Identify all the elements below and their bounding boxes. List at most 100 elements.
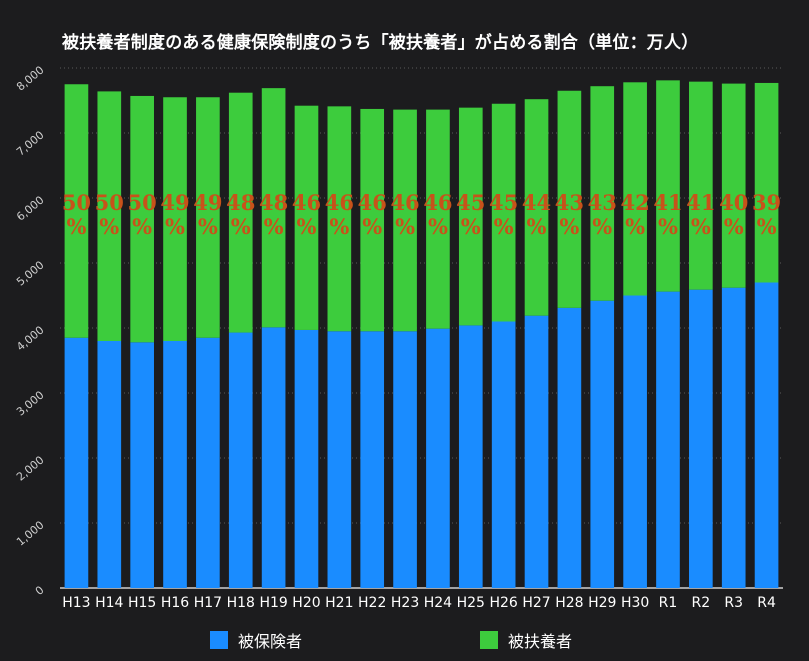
x-tick-label: H13 — [62, 595, 90, 611]
x-tick-label: H27 — [522, 595, 550, 611]
percent-label: 48 — [259, 190, 288, 215]
bar-insured — [228, 332, 253, 588]
bar-insured — [590, 300, 615, 588]
percent-sign-label: % — [527, 214, 547, 239]
bar-dependents — [623, 82, 647, 296]
bar-dependents — [557, 90, 582, 308]
x-tick-label: H14 — [95, 595, 123, 611]
bar-insured — [360, 331, 385, 588]
x-tick-label: R2 — [692, 595, 711, 611]
bar-dependents — [294, 105, 319, 330]
x-tick-label: H15 — [128, 595, 156, 611]
x-tick-label: H30 — [621, 595, 649, 611]
bar-insured — [623, 295, 647, 588]
bar-dependents — [656, 80, 680, 292]
x-tick-label: H25 — [457, 595, 485, 611]
percent-label: 43 — [555, 190, 584, 215]
bar-insured — [721, 287, 746, 588]
percent-sign-label: % — [494, 214, 514, 239]
percent-label: 49 — [160, 190, 189, 215]
percent-sign-label: % — [66, 214, 86, 239]
percent-sign-label: % — [461, 214, 481, 239]
percent-sign-label: % — [658, 214, 678, 239]
bar-insured — [163, 341, 187, 588]
percent-label: 50 — [95, 190, 124, 215]
bar-dependents — [196, 97, 220, 338]
legend-swatch-insured — [210, 631, 228, 649]
percent-label: 39 — [752, 190, 781, 215]
legend-swatch-dependents — [480, 631, 498, 649]
bar-dependents — [64, 84, 89, 338]
x-tick-label: R1 — [659, 595, 678, 611]
x-tick-label: R3 — [724, 595, 743, 611]
legend-item-insured: 被保険者 — [210, 628, 302, 652]
percent-label: 46 — [292, 190, 321, 215]
percent-sign-label: % — [724, 214, 744, 239]
percent-sign-label: % — [395, 214, 415, 239]
percent-label: 45 — [489, 190, 518, 215]
bar-insured — [524, 315, 549, 588]
bar-insured — [557, 307, 582, 588]
percent-label: 50 — [62, 190, 91, 215]
percent-label: 44 — [522, 190, 551, 215]
percent-sign-label: % — [198, 214, 218, 239]
percent-label: 43 — [588, 190, 617, 215]
bar-dependents — [228, 92, 253, 333]
y-tick-label: 5,000 — [14, 258, 46, 288]
bar-insured — [64, 337, 89, 588]
bar-dependents — [524, 99, 549, 316]
bar-insured — [491, 321, 516, 588]
x-tick-label: H17 — [194, 595, 222, 611]
x-tick-label: H24 — [424, 595, 452, 611]
percent-sign-label: % — [592, 214, 612, 239]
percent-label: 50 — [128, 190, 157, 215]
bar-dependents — [689, 81, 713, 290]
y-tick-label: 6,000 — [14, 193, 46, 223]
percent-label: 46 — [358, 190, 387, 215]
percent-sign-label: % — [559, 214, 579, 239]
bar-insured — [458, 325, 483, 588]
percent-label: 46 — [423, 190, 452, 215]
x-tick-label: H19 — [259, 595, 287, 611]
legend-item-dependents: 被扶養者 — [480, 628, 572, 652]
bar-dependents — [426, 109, 450, 329]
x-tick-label: H21 — [325, 595, 353, 611]
bar-insured — [97, 341, 122, 588]
percent-label: 41 — [653, 190, 682, 215]
bar-insured — [130, 342, 154, 588]
y-tick-label: 2,000 — [14, 453, 46, 483]
y-tick-label: 1,000 — [14, 518, 46, 548]
percent-sign-label: % — [691, 214, 711, 239]
x-tick-label: H20 — [292, 595, 320, 611]
percent-sign-label: % — [329, 214, 349, 239]
percent-label: 46 — [390, 190, 419, 215]
bar-dependents — [163, 97, 187, 341]
bar-insured — [294, 329, 319, 588]
percent-sign-label: % — [165, 214, 185, 239]
stacked-bar-chart: 0 1,000 2,000 3,000 4,000 5,000 6,000 7,000 8,00… — [14, 63, 783, 611]
bar-dependents — [491, 103, 516, 322]
bar-insured — [327, 331, 352, 588]
x-tick-label: H29 — [588, 595, 616, 611]
percent-sign-label: % — [132, 214, 152, 239]
percent-sign-label: % — [625, 214, 645, 239]
y-tick-label: 3,000 — [14, 388, 46, 418]
percent-sign-label: % — [757, 214, 777, 239]
percent-label: 40 — [719, 190, 748, 215]
x-tick-label: H23 — [391, 595, 419, 611]
y-tick-label: 4,000 — [14, 323, 46, 353]
percent-label: 49 — [193, 190, 222, 215]
bar-insured — [689, 289, 713, 588]
bar-insured — [754, 282, 779, 588]
bar-insured — [426, 328, 450, 588]
bar-dependents — [754, 82, 779, 283]
percent-label: 45 — [456, 190, 485, 215]
y-tick-label: 8,000 — [14, 63, 46, 93]
chart-title: 被扶養者制度のある健康保険制度のうち「被扶養者」が占める割合（単位：万人） — [62, 33, 699, 53]
legend: 被保険者 被扶養者 — [0, 624, 809, 654]
x-tick-label: R4 — [757, 595, 776, 611]
bar-insured — [196, 337, 220, 588]
percent-sign-label: % — [231, 214, 251, 239]
bar-insured — [261, 327, 286, 588]
